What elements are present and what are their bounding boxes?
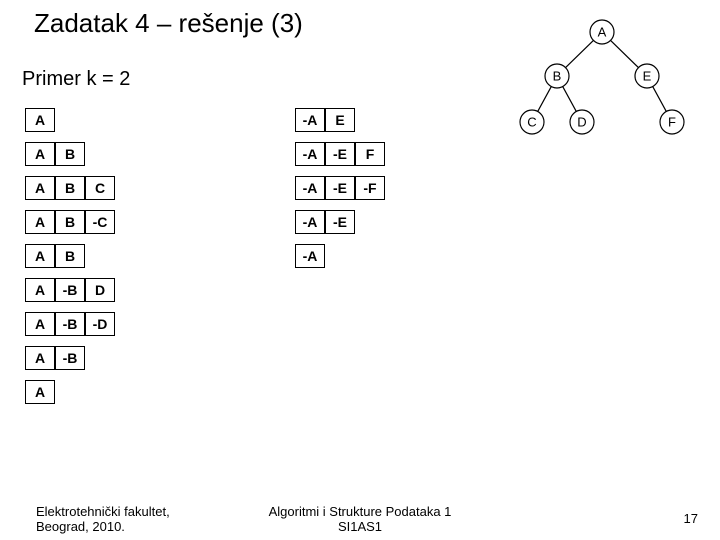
- table-row: AB: [25, 244, 115, 268]
- tree-node-label: B: [553, 69, 562, 84]
- table-row: ABC: [25, 176, 115, 200]
- table-cell: -D: [85, 312, 115, 336]
- table-row: A-B-D: [25, 312, 115, 336]
- table-cell: -F: [355, 176, 385, 200]
- table-cell: -A: [295, 142, 325, 166]
- table-cell: A: [25, 346, 55, 370]
- table-cell: -E: [325, 210, 355, 234]
- table-row: A-B: [25, 346, 115, 370]
- footer-center-line2: SI1AS1: [338, 519, 382, 534]
- tree-edge: [653, 87, 667, 112]
- table-cell: B: [55, 142, 85, 166]
- right-column: -AE-A-EF-A-E-F-A-E-A: [292, 108, 385, 278]
- table-cell: A: [25, 278, 55, 302]
- table-row: A: [25, 108, 115, 132]
- tree-edge: [538, 87, 552, 112]
- table-cell: F: [355, 142, 385, 166]
- table-cell: A: [25, 142, 55, 166]
- tree-node-label: C: [527, 115, 536, 130]
- tree-node-label: F: [668, 115, 676, 130]
- table-cell: -B: [55, 278, 85, 302]
- table-cell: -A: [295, 210, 325, 234]
- tree-edge: [563, 87, 577, 112]
- table-row: -A-EF: [295, 142, 385, 166]
- table-cell: B: [55, 210, 85, 234]
- table-cell: -C: [85, 210, 115, 234]
- footer-center-line1: Algoritmi i Strukture Podataka 1: [269, 504, 452, 519]
- table-cell: B: [55, 176, 85, 200]
- tree-node-label: D: [577, 115, 586, 130]
- table-cell: B: [55, 244, 85, 268]
- slide-subtitle: Primer k = 2: [22, 68, 130, 91]
- table-cell: -A: [295, 244, 325, 268]
- tree-edge: [566, 40, 594, 67]
- table-row: -A: [295, 244, 385, 268]
- table-row: -A-E: [295, 210, 385, 234]
- table-row: AB-C: [25, 210, 115, 234]
- table-cell: C: [85, 176, 115, 200]
- table-row: -A-E-F: [295, 176, 385, 200]
- tree-diagram: A B E C D F: [502, 14, 702, 144]
- table-cell: E: [325, 108, 355, 132]
- table-row: AB: [25, 142, 115, 166]
- table-cell: -E: [325, 142, 355, 166]
- table-row: -AE: [295, 108, 385, 132]
- table-cell: -A: [295, 176, 325, 200]
- footer-page-number: 17: [684, 511, 698, 526]
- table-row: A: [25, 380, 115, 404]
- table-cell: A: [25, 176, 55, 200]
- table-cell: -A: [295, 108, 325, 132]
- table-cell: A: [25, 244, 55, 268]
- slide-title: Zadatak 4 – rešenje (3): [34, 8, 303, 39]
- table-cell: A: [25, 108, 55, 132]
- tree-node-label: A: [598, 25, 607, 40]
- table-cell: A: [25, 210, 55, 234]
- tree-edge: [611, 40, 639, 67]
- table-row: A-BD: [25, 278, 115, 302]
- table-cell: A: [25, 380, 55, 404]
- table-cell: A: [25, 312, 55, 336]
- table-cell: -B: [55, 346, 85, 370]
- left-column: AABABCAB-CABA-BDA-B-DA-BA: [22, 108, 115, 414]
- footer-center: Algoritmi i Strukture Podataka 1 SI1AS1: [0, 504, 720, 534]
- table-cell: -E: [325, 176, 355, 200]
- tree-node-label: E: [643, 69, 652, 84]
- table-cell: -B: [55, 312, 85, 336]
- table-cell: D: [85, 278, 115, 302]
